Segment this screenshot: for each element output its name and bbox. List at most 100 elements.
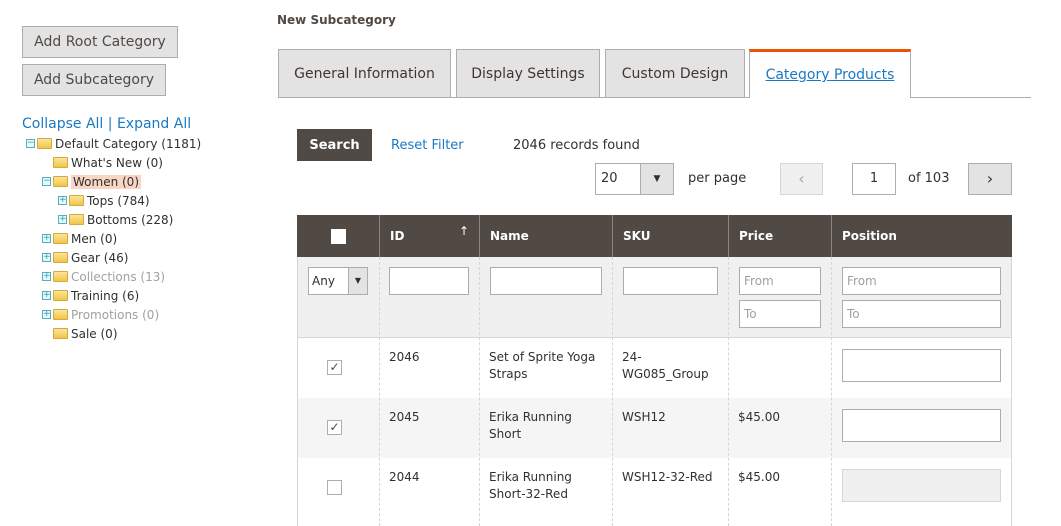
- expand-icon[interactable]: +: [42, 271, 51, 281]
- column-header-position[interactable]: Position: [831, 215, 1012, 257]
- tab-custom-design[interactable]: Custom Design: [605, 49, 745, 97]
- sku-filter-input[interactable]: [623, 267, 718, 295]
- folder-icon: [53, 328, 68, 339]
- cell-id: 2044: [389, 470, 420, 484]
- tab-display-settings[interactable]: Display Settings: [456, 49, 600, 97]
- tab-general-information[interactable]: General Information: [278, 49, 451, 97]
- tree-node[interactable]: What's New (0): [22, 153, 201, 172]
- cell-sku: WSH12: [622, 410, 666, 424]
- cell-sku: 24-WG085_Group: [622, 350, 709, 381]
- folder-icon: [69, 195, 84, 206]
- column-header-name[interactable]: Name: [479, 215, 612, 257]
- table-right-border: [1011, 257, 1012, 526]
- folder-icon: [53, 176, 68, 187]
- expand-icon[interactable]: +: [42, 309, 51, 319]
- chevron-down-icon: ▼: [640, 164, 673, 194]
- page-count: of 103: [908, 171, 950, 186]
- folder-icon: [53, 157, 68, 168]
- tree-node-label: Women (0): [71, 174, 141, 189]
- tree-node-label: Gear (46): [71, 250, 129, 265]
- header-label: ID: [390, 229, 405, 243]
- previous-page-button[interactable]: ‹: [780, 163, 823, 195]
- tree-node[interactable]: Sale (0): [22, 324, 201, 343]
- sort-ascending-icon: ↑: [458, 224, 469, 238]
- column-divider: [831, 257, 832, 526]
- cell-price: $45.00: [738, 470, 780, 484]
- cell-price: $45.00: [738, 410, 780, 424]
- tree-node[interactable]: − Default Category (1181): [22, 134, 201, 153]
- tree-node-label: Men (0): [71, 231, 118, 246]
- tab-category-products[interactable]: Category Products: [749, 49, 911, 98]
- per-page-value: 20: [601, 171, 618, 186]
- expand-icon[interactable]: +: [42, 290, 51, 300]
- tree-node[interactable]: − Women (0): [22, 172, 201, 191]
- position-input[interactable]: [842, 349, 1001, 382]
- collapse-icon[interactable]: −: [42, 176, 51, 186]
- add-subcategory-button[interactable]: Add Subcategory: [22, 64, 166, 96]
- price-to-input[interactable]: To: [739, 300, 821, 328]
- cell-id: 2045: [389, 410, 420, 424]
- next-page-button[interactable]: ›: [968, 163, 1012, 195]
- tree-node[interactable]: + Tops (784): [22, 191, 201, 210]
- tabs-divider: [278, 97, 1031, 98]
- tree-node[interactable]: + Collections (13): [22, 267, 201, 286]
- in-category-filter-select[interactable]: Any ▼: [308, 267, 368, 295]
- expand-all-link[interactable]: Expand All: [116, 116, 192, 132]
- separator: |: [107, 116, 113, 132]
- records-count: 2046 records found: [513, 138, 640, 153]
- tree-node[interactable]: + Promotions (0): [22, 305, 201, 324]
- per-page-label: per page: [688, 171, 747, 186]
- cell-name: Erika Running Short: [489, 410, 572, 441]
- per-page-select[interactable]: 20 ▼: [595, 163, 674, 195]
- expand-icon[interactable]: +: [42, 233, 51, 243]
- cell-name: Erika Running Short-32-Red: [489, 470, 572, 501]
- tree-node-label: Default Category (1181): [55, 136, 202, 151]
- column-header-price[interactable]: Price: [728, 215, 831, 257]
- add-root-category-button[interactable]: Add Root Category: [22, 26, 178, 58]
- page-title: New Subcategory: [277, 13, 396, 27]
- row-checkbox[interactable]: ✓: [327, 420, 342, 435]
- tree-node[interactable]: + Gear (46): [22, 248, 201, 267]
- column-header-sku[interactable]: SKU: [612, 215, 728, 257]
- select-all-header: [297, 215, 379, 257]
- chevron-down-icon: ▼: [348, 268, 367, 294]
- column-divider: [612, 257, 613, 526]
- tree-node-label: Tops (784): [87, 193, 150, 208]
- row-checkbox[interactable]: ✓: [327, 360, 342, 375]
- search-button[interactable]: Search: [297, 129, 372, 161]
- tree-node[interactable]: + Men (0): [22, 229, 201, 248]
- cell-sku: WSH12-32-Red: [622, 470, 713, 484]
- select-all-checkbox[interactable]: [330, 228, 346, 244]
- folder-icon: [37, 138, 52, 149]
- column-divider: [379, 257, 380, 526]
- filter-any-value: Any: [312, 274, 335, 288]
- reset-filter-link[interactable]: Reset Filter: [391, 138, 464, 153]
- collapse-all-link[interactable]: Collapse All: [22, 116, 104, 132]
- row-checkbox[interactable]: [327, 480, 342, 495]
- id-filter-input[interactable]: [389, 267, 469, 295]
- tree-node[interactable]: + Training (6): [22, 286, 201, 305]
- folder-icon: [53, 271, 68, 282]
- tree-node-label: Bottoms (228): [87, 212, 174, 227]
- category-tree: Collapse All | Expand All − Default Categ…: [22, 116, 201, 343]
- column-divider: [479, 257, 480, 526]
- cell-name: Set of Sprite Yoga Straps: [489, 350, 596, 381]
- tree-node-label: Promotions (0): [71, 307, 160, 322]
- position-to-input[interactable]: To: [842, 300, 1001, 328]
- position-input: [842, 469, 1001, 502]
- tree-node[interactable]: + Bottoms (228): [22, 210, 201, 229]
- column-header-id[interactable]: ID ↑: [379, 215, 479, 257]
- price-from-input[interactable]: From: [739, 267, 821, 295]
- page-input[interactable]: 1: [852, 163, 896, 195]
- position-from-input[interactable]: From: [842, 267, 1001, 295]
- tree-node-label: What's New (0): [71, 155, 163, 170]
- folder-icon: [53, 309, 68, 320]
- collapse-icon[interactable]: −: [26, 138, 35, 148]
- folder-icon: [69, 214, 84, 225]
- position-input[interactable]: [842, 409, 1001, 442]
- tree-node-label: Collections (13): [71, 269, 166, 284]
- expand-icon[interactable]: +: [42, 252, 51, 262]
- name-filter-input[interactable]: [490, 267, 602, 295]
- expand-icon[interactable]: +: [58, 214, 67, 224]
- expand-icon[interactable]: +: [58, 195, 67, 205]
